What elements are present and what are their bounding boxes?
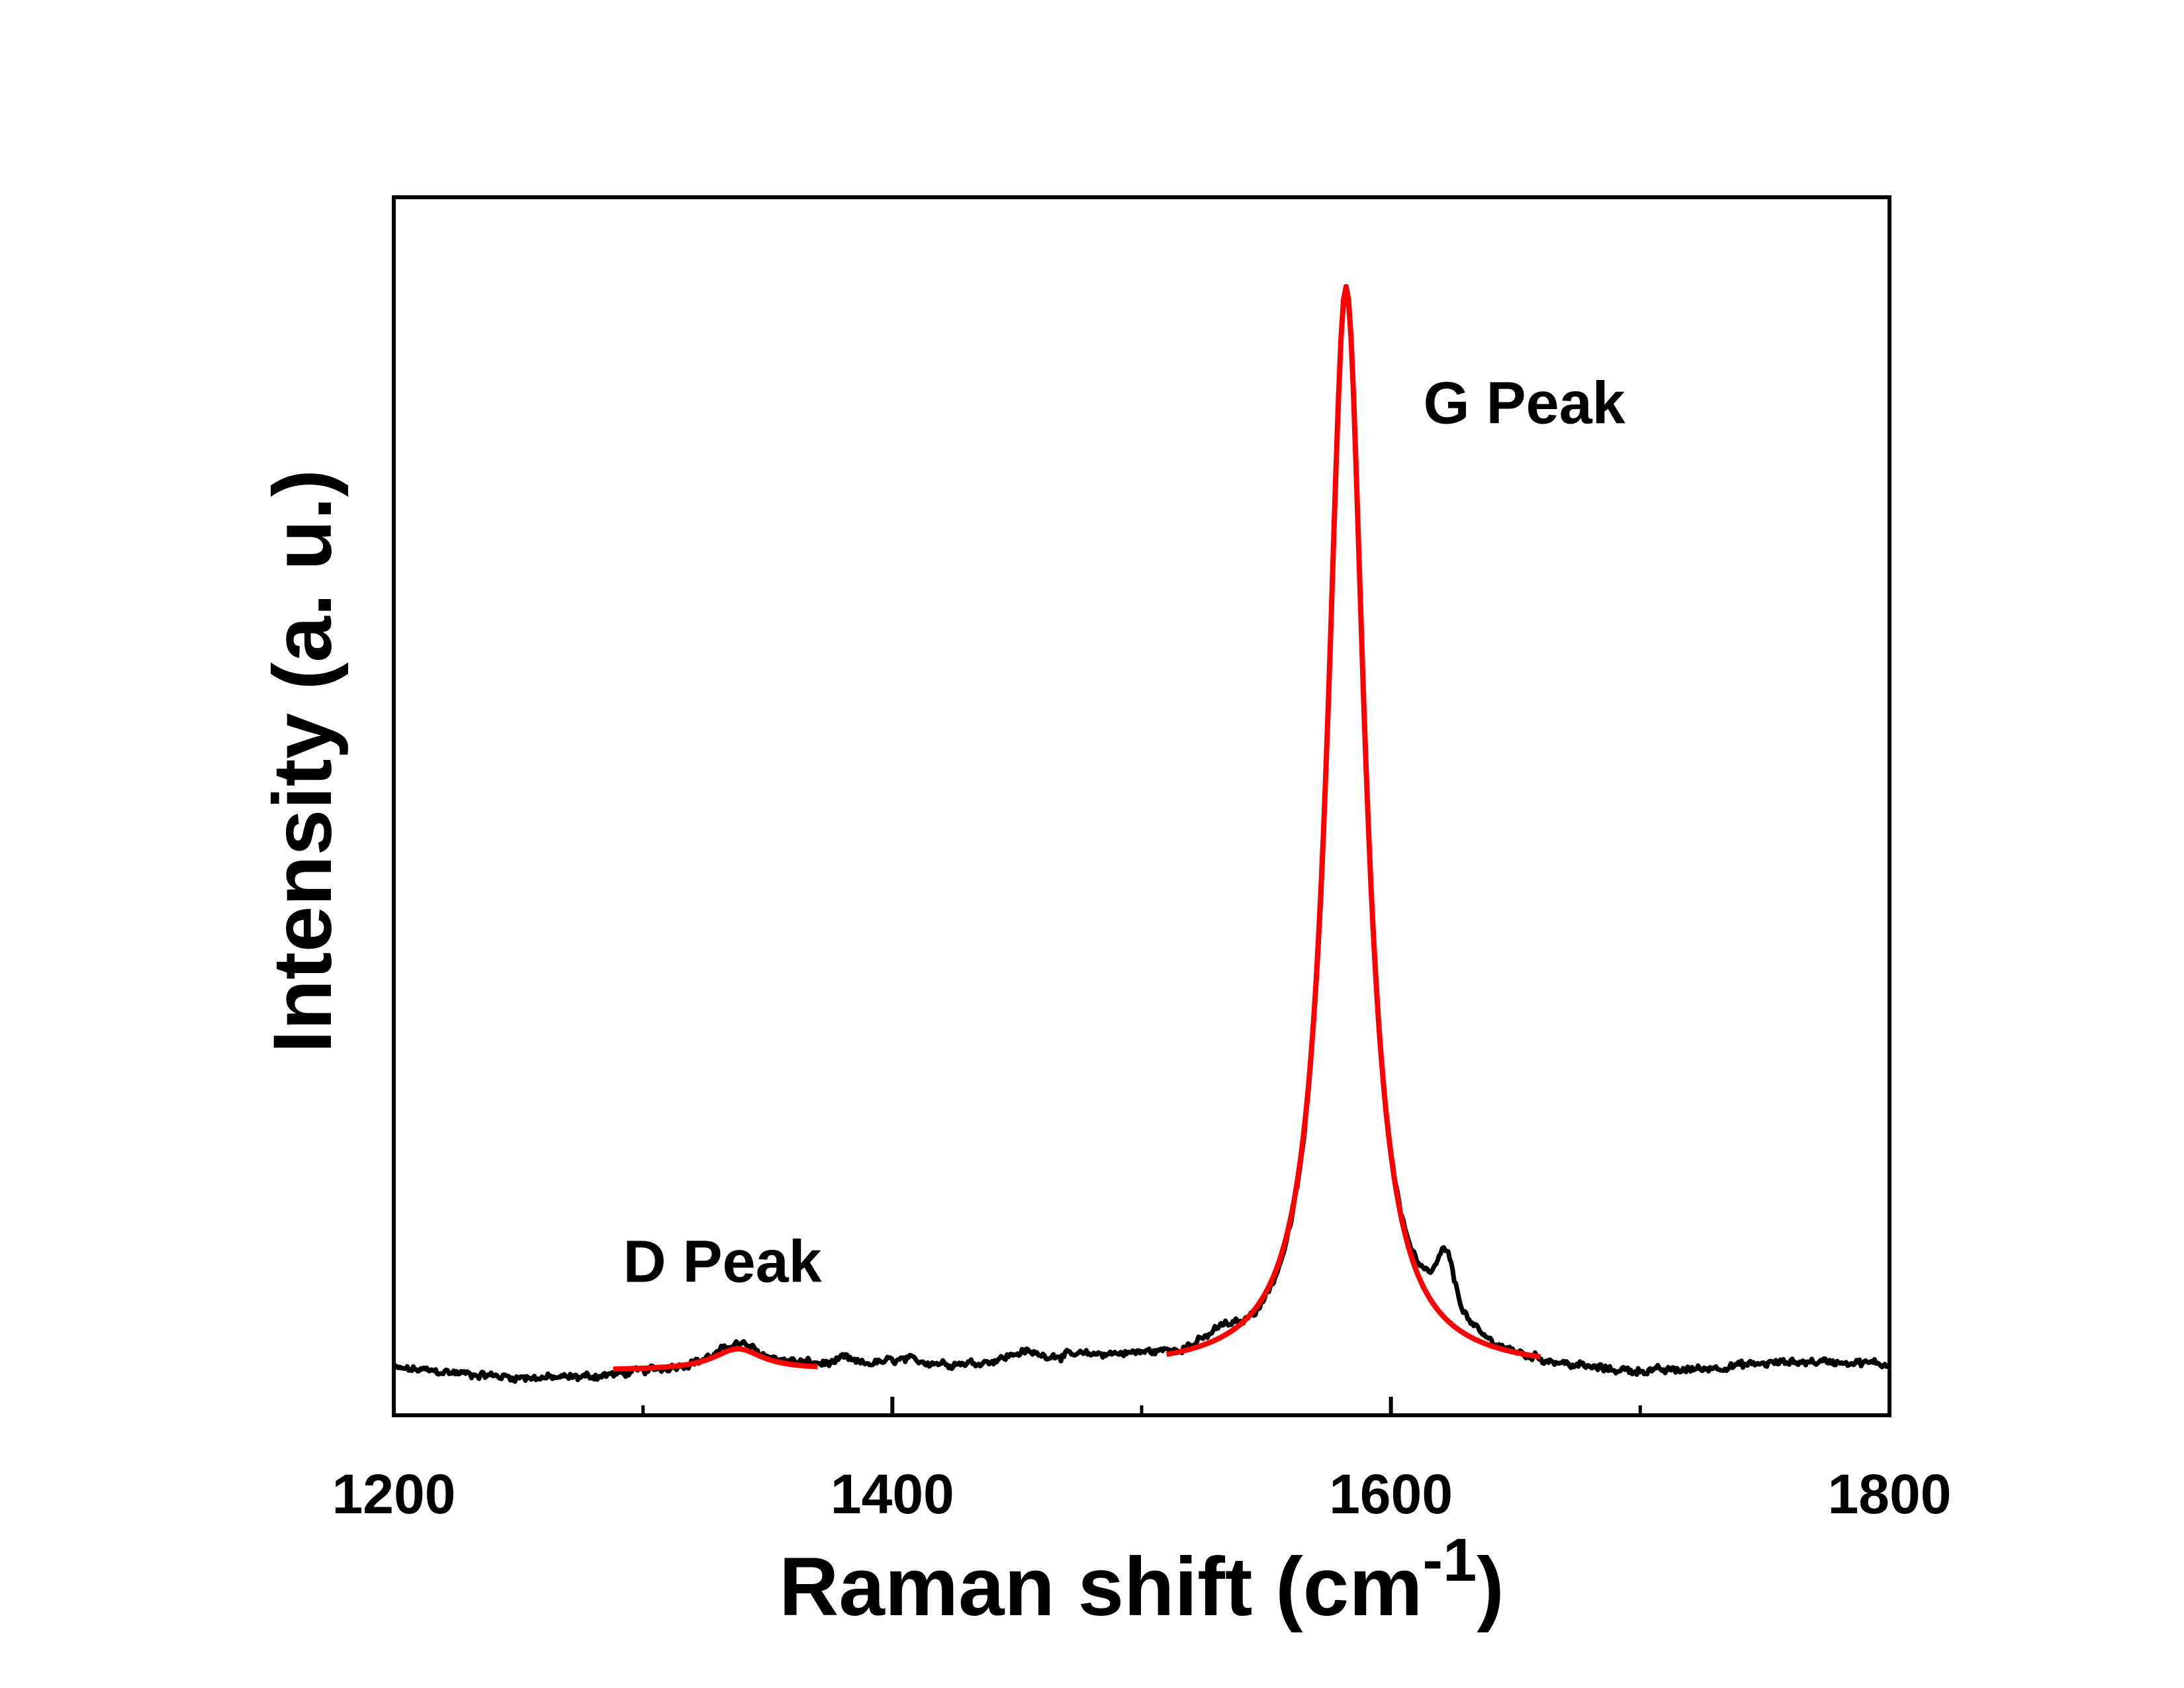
- x-tick-label: 1400: [831, 1463, 954, 1525]
- peak-annotation: G Peak: [1424, 371, 1626, 437]
- series-layer: [391, 283, 1891, 1384]
- x-axis-title: Raman shift (cm-1): [779, 1526, 1504, 1633]
- fit-line-segment-1: [613, 1346, 818, 1372]
- x-tick-label: 1200: [332, 1463, 456, 1525]
- y-axis-title: Intensity (a. u.): [257, 469, 349, 1053]
- x-tick-label: 1600: [1329, 1463, 1453, 1525]
- ticks-layer: [392, 1397, 1891, 1415]
- fit-line-segment-2: [1165, 283, 1541, 1360]
- labels-layer: 1200 1400 1600 1800 D Peak G Peak: [332, 371, 1952, 1525]
- x-tick-label: 1800: [1828, 1463, 1952, 1525]
- peak-annotation: D Peak: [623, 1229, 823, 1295]
